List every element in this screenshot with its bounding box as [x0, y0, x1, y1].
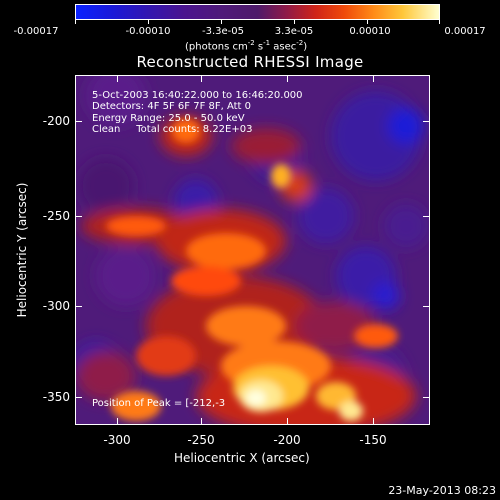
x-tick-mark	[373, 418, 374, 425]
x-tick-label: -250	[187, 433, 215, 447]
x-tick-label: -150	[359, 433, 387, 447]
colorbar-tick	[439, 20, 440, 24]
x-tick-mark	[201, 75, 202, 82]
y-tick-label: -300	[42, 299, 70, 313]
image-title: Reconstructed RHESSI Image	[136, 53, 364, 71]
colorbar	[75, 4, 440, 20]
clean-counts-label: Clean Total counts: 8.22E+03	[92, 124, 253, 135]
colorbar-tick	[75, 20, 76, 24]
x-tick-mark	[287, 75, 288, 82]
detectors-label: Detectors: 4F 5F 6F 7F 8F, Att 0	[92, 101, 252, 112]
y-tick-mark	[423, 121, 430, 122]
x-tick-mark	[373, 75, 374, 82]
y-tick-label: -200	[42, 114, 70, 128]
colorbar-tick-label: 3.3e-05	[274, 26, 314, 37]
x-tick-label: -300	[103, 433, 131, 447]
x-tick-mark	[201, 418, 202, 425]
x-tick-mark	[287, 418, 288, 425]
rhessi-image-plot	[75, 75, 430, 425]
x-tick-mark	[117, 75, 118, 82]
energy-range-label: Energy Range: 25.0 - 50.0 keV	[92, 113, 245, 124]
peak-position-label: Position of Peak = [-212,-3	[92, 398, 226, 409]
y-tick-mark	[75, 216, 82, 217]
x-tick-mark	[117, 418, 118, 425]
colorbar-tick	[367, 20, 368, 24]
colorbar-tick-label: 0.00010	[349, 26, 391, 37]
y-tick-mark	[423, 306, 430, 307]
y-tick-label: -250	[42, 209, 70, 223]
y-axis-title: Heliocentric Y (arcsec)	[15, 182, 29, 318]
y-tick-label: -350	[42, 390, 70, 404]
generation-timestamp: 23-May-2013 08:23	[388, 484, 496, 497]
y-tick-mark	[423, 397, 430, 398]
y-tick-mark	[75, 121, 82, 122]
time-range-label: 5-Oct-2003 16:40:22.000 to 16:46:20.000	[92, 90, 303, 101]
x-tick-label: -200	[273, 433, 301, 447]
y-tick-mark	[423, 216, 430, 217]
heatmap-image	[76, 76, 429, 424]
colorbar-tick	[148, 20, 149, 24]
colorbar-tick	[221, 20, 222, 24]
colorbar-tick-label: -0.00010	[125, 26, 171, 37]
y-tick-mark	[75, 306, 82, 307]
y-tick-mark	[75, 397, 82, 398]
colorbar-tick	[294, 20, 295, 24]
colorbar-units: (photons cm-2 s-1 asec-2)	[185, 39, 308, 53]
colorbar-tick-label: -0.00017	[13, 26, 59, 37]
colorbar-tick-label: 0.00017	[444, 26, 486, 37]
x-axis-title: Heliocentric X (arcsec)	[174, 451, 310, 465]
colorbar-tick-label: -3.3e-05	[202, 26, 244, 37]
